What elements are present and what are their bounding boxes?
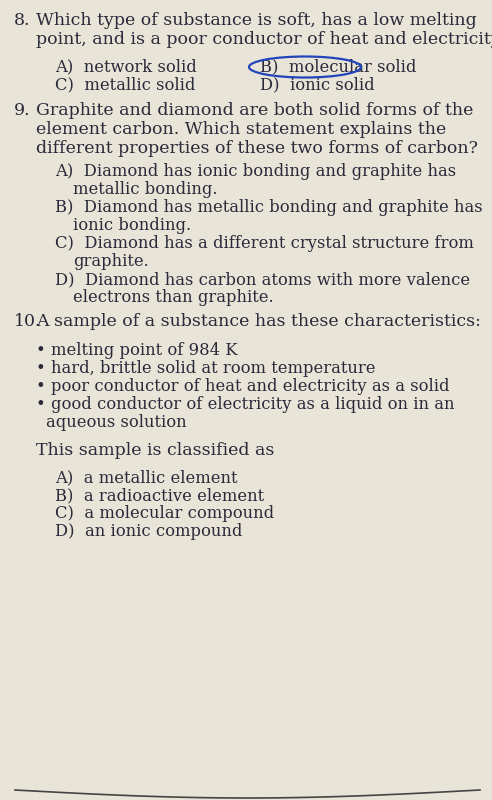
Text: electrons than graphite.: electrons than graphite. [73, 289, 274, 306]
Text: This sample is classified as: This sample is classified as [36, 442, 275, 459]
Text: A)  a metallic element: A) a metallic element [55, 469, 238, 486]
Text: B)  a radioactive element: B) a radioactive element [55, 487, 264, 504]
Text: • good conductor of electricity as a liquid on in an: • good conductor of electricity as a liq… [36, 396, 455, 413]
Text: Graphite and diamond are both solid forms of the: Graphite and diamond are both solid form… [36, 102, 473, 119]
Text: aqueous solution: aqueous solution [46, 414, 186, 431]
Text: B)  Diamond has metallic bonding and graphite has: B) Diamond has metallic bonding and grap… [55, 199, 483, 216]
Text: graphite.: graphite. [73, 253, 149, 270]
Text: 8.: 8. [14, 12, 31, 29]
Text: A)  network solid: A) network solid [55, 58, 197, 75]
Text: • hard, brittle solid at room temperature: • hard, brittle solid at room temperatur… [36, 360, 375, 377]
Text: C)  Diamond has a different crystal structure from: C) Diamond has a different crystal struc… [55, 235, 474, 252]
Text: • poor conductor of heat and electricity as a solid: • poor conductor of heat and electricity… [36, 378, 450, 395]
Text: 9.: 9. [14, 102, 31, 119]
Text: B)  molecular solid: B) molecular solid [260, 58, 416, 75]
Text: ionic bonding.: ionic bonding. [73, 217, 191, 234]
Text: 10.: 10. [14, 313, 41, 330]
Text: C)  a molecular compound: C) a molecular compound [55, 505, 274, 522]
Text: D)  ionic solid: D) ionic solid [260, 76, 374, 93]
Text: metallic bonding.: metallic bonding. [73, 181, 217, 198]
Text: point, and is a poor conductor of heat and electricity?: point, and is a poor conductor of heat a… [36, 31, 492, 48]
Text: Which type of substance is soft, has a low melting: Which type of substance is soft, has a l… [36, 12, 477, 29]
Text: element carbon. Which statement explains the: element carbon. Which statement explains… [36, 121, 446, 138]
Text: • melting point of 984 K: • melting point of 984 K [36, 342, 238, 359]
Text: C)  metallic solid: C) metallic solid [55, 76, 195, 93]
Text: D)  an ionic compound: D) an ionic compound [55, 523, 243, 540]
Text: D)  Diamond has carbon atoms with more valence: D) Diamond has carbon atoms with more va… [55, 271, 470, 288]
Text: A)  Diamond has ionic bonding and graphite has: A) Diamond has ionic bonding and graphit… [55, 163, 456, 180]
Text: A sample of a substance has these characteristics:: A sample of a substance has these charac… [36, 313, 481, 330]
Text: different properties of these two forms of carbon?: different properties of these two forms … [36, 140, 478, 157]
